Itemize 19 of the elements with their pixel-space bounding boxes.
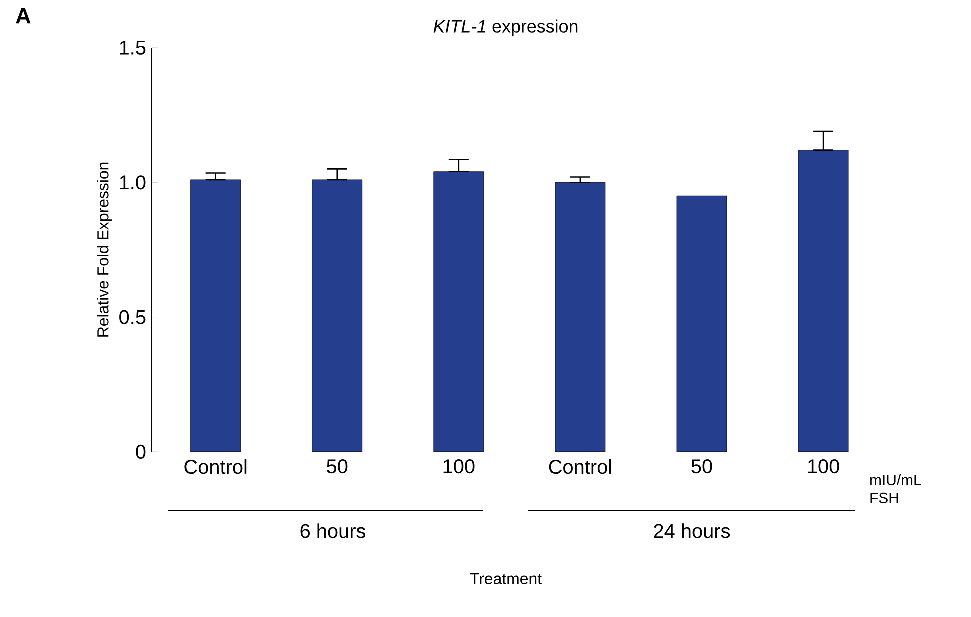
text: 6 hours [300,524,366,538]
chart-title: KITL-1 expression [434,20,578,36]
x-tick-label: Control [549,460,612,474]
text: mIU/mL FSH [870,474,922,504]
x-tick-label: 50 [327,460,348,474]
y-tick-label: 0.5 [120,310,146,324]
y-tick-label: 0 [136,444,146,460]
x-tick-label: 100 [444,460,475,474]
y-axis-title: Relative Fold Expression [97,162,112,337]
x-tick-label: Control [184,460,247,474]
y-tick-label: 1.5 [120,41,146,55]
bar [676,196,728,452]
bar [555,182,606,452]
x-tick-label: 50 [692,460,712,474]
text: Treatment [470,573,542,585]
x-tick-label: 100 [808,460,840,474]
text: 24 hours [654,524,730,538]
y-tick-label: 1.0 [120,176,146,190]
text: A [16,8,31,24]
